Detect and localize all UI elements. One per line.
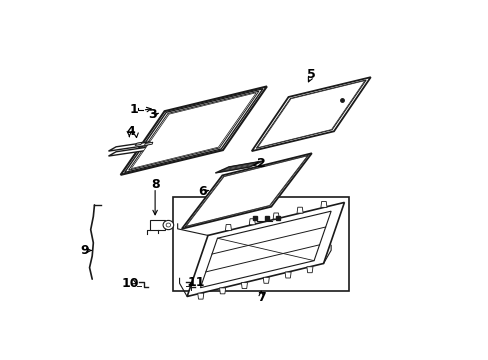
Text: 5: 5 <box>306 68 315 81</box>
Polygon shape <box>320 202 326 207</box>
Polygon shape <box>256 80 366 148</box>
Text: 3: 3 <box>147 108 156 121</box>
Polygon shape <box>121 86 266 175</box>
Polygon shape <box>241 283 247 289</box>
Bar <box>173 197 348 291</box>
Polygon shape <box>184 155 308 227</box>
Polygon shape <box>273 213 279 219</box>
Polygon shape <box>263 277 269 283</box>
Polygon shape <box>108 141 154 151</box>
Polygon shape <box>251 77 370 151</box>
Polygon shape <box>257 81 364 148</box>
Text: 4: 4 <box>126 125 135 138</box>
Polygon shape <box>219 288 225 294</box>
Polygon shape <box>186 156 307 226</box>
Polygon shape <box>225 225 231 230</box>
Circle shape <box>166 223 170 227</box>
Text: 9: 9 <box>80 244 89 257</box>
Polygon shape <box>285 272 290 278</box>
Polygon shape <box>306 267 312 273</box>
Polygon shape <box>200 211 330 288</box>
Polygon shape <box>135 142 142 145</box>
Text: 11: 11 <box>188 276 205 289</box>
Polygon shape <box>128 91 259 170</box>
Polygon shape <box>296 207 303 213</box>
Text: 2: 2 <box>256 157 265 170</box>
Text: 8: 8 <box>150 178 159 191</box>
Polygon shape <box>182 153 311 229</box>
Polygon shape <box>187 202 344 297</box>
Polygon shape <box>108 146 154 156</box>
Text: 1: 1 <box>129 103 138 116</box>
Polygon shape <box>131 93 256 168</box>
Text: 10: 10 <box>122 277 139 290</box>
Circle shape <box>163 220 173 230</box>
Text: 6: 6 <box>197 185 206 198</box>
Bar <box>150 220 165 230</box>
Polygon shape <box>124 89 263 172</box>
Polygon shape <box>197 293 203 299</box>
Polygon shape <box>144 142 153 145</box>
Text: 7: 7 <box>256 292 265 305</box>
Polygon shape <box>249 219 255 225</box>
